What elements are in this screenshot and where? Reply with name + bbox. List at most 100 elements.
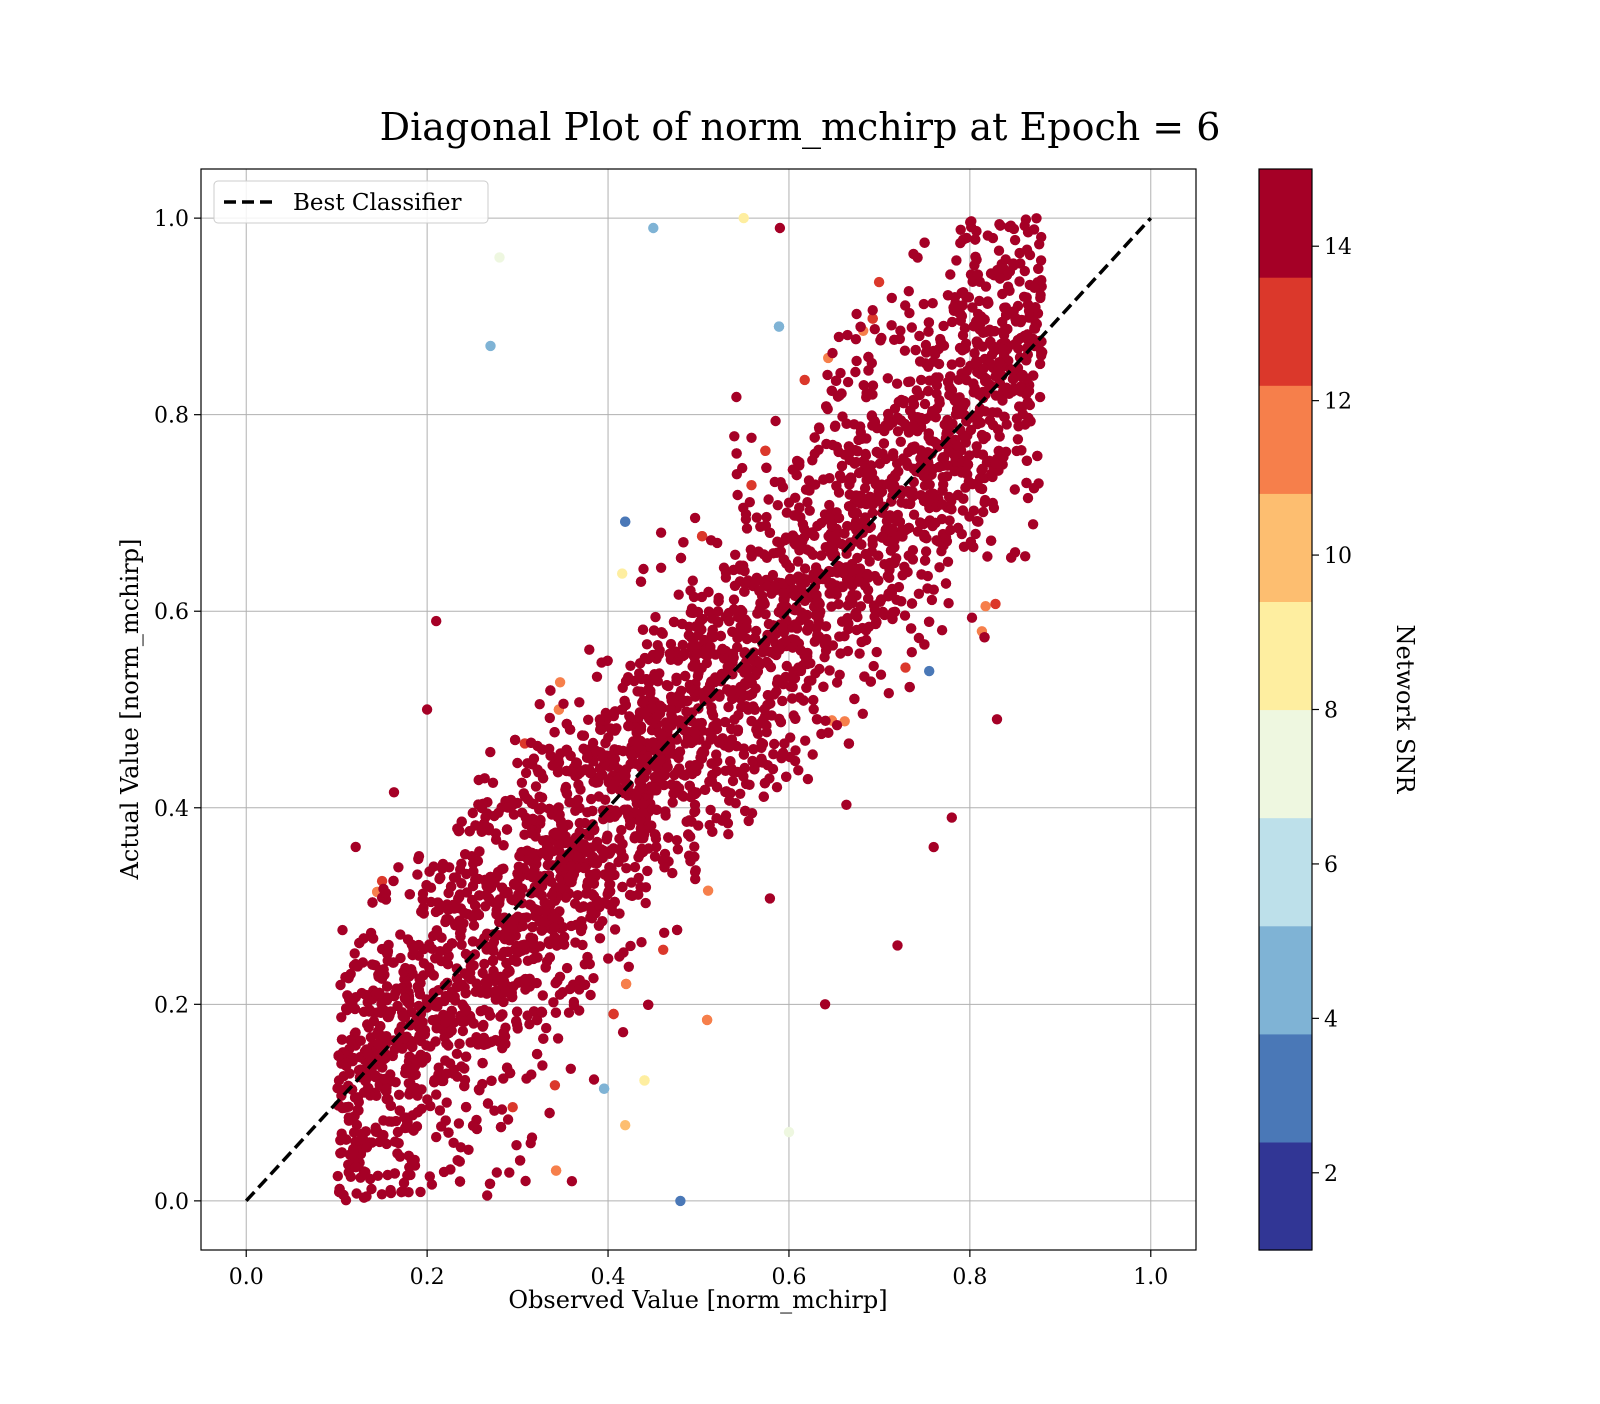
scatter-point [730, 549, 741, 560]
scatter-point [850, 366, 861, 378]
scatter-point [370, 1070, 381, 1081]
scatter-point [816, 550, 827, 561]
scatter-point [532, 952, 543, 963]
scatter-point [393, 862, 404, 873]
scatter-point [598, 1083, 610, 1094]
scatter-point [352, 961, 363, 972]
scatter-point [985, 535, 997, 546]
scatter-point [1008, 258, 1019, 269]
scatter-point [877, 606, 889, 618]
scatter-point [824, 499, 835, 511]
scatter-point [904, 307, 915, 319]
scatter-point [333, 1050, 344, 1062]
scatter-point [976, 429, 988, 441]
scatter-point [617, 682, 628, 693]
scatter-point [654, 700, 666, 711]
scatter-point [990, 598, 1001, 610]
scatter-point [873, 550, 884, 561]
scatter-point [638, 695, 649, 706]
scatter-point [934, 562, 945, 573]
scatter-point [576, 765, 588, 776]
scatter-point [863, 593, 874, 604]
scatter-point [678, 725, 690, 736]
scatter-point [869, 324, 880, 335]
scatter-point [531, 1048, 543, 1060]
scatter-point [918, 298, 929, 310]
scatter-point [424, 1171, 435, 1182]
scatter-point [395, 929, 406, 940]
scatter-point [971, 355, 982, 367]
scatter-point [512, 868, 523, 879]
scatter-point [814, 423, 825, 435]
scatter-point [433, 1062, 444, 1073]
scatter-point [822, 369, 833, 381]
scatter-point [560, 892, 572, 903]
scatter-point [868, 660, 879, 672]
scatter-point [508, 809, 520, 820]
scatter-point [896, 529, 907, 540]
scatter-point [857, 708, 868, 719]
y-tick-label: 0.4 [154, 797, 189, 822]
scatter-point [903, 286, 914, 297]
scatter-point [906, 598, 918, 609]
scatter-point [392, 1148, 403, 1159]
scatter-point [738, 749, 750, 760]
scatter-point [1036, 231, 1047, 243]
scatter-point [897, 570, 908, 581]
scatter-point [594, 933, 606, 944]
scatter-point [474, 846, 485, 857]
scatter-point [373, 971, 384, 982]
scatter-point [883, 688, 894, 699]
colorbar-block [1259, 277, 1312, 386]
x-tick-label: 0.2 [410, 1265, 445, 1290]
scatter-point [634, 668, 645, 679]
scatter-point [1036, 346, 1047, 357]
scatter-point [732, 724, 744, 735]
scatter-point [591, 671, 603, 682]
scatter-point [677, 618, 688, 630]
colorbar-tick-label: 12 [1324, 390, 1352, 415]
scatter-point [456, 816, 467, 827]
scatter-point [1009, 234, 1021, 246]
scatter-point [340, 972, 351, 983]
scatter-point [966, 612, 978, 623]
scatter-point [675, 552, 687, 564]
scatter-point [853, 467, 865, 479]
colorbar-block [1259, 817, 1312, 927]
scatter-point [452, 1155, 463, 1166]
scatter-point [937, 485, 948, 496]
scatter-point [643, 653, 654, 665]
scatter-point [779, 534, 791, 546]
scatter-point [884, 510, 896, 521]
scatter-point [648, 737, 659, 748]
scatter-point [689, 841, 700, 852]
scatter-point [703, 606, 715, 617]
scatter-point [820, 621, 832, 632]
scatter-point [854, 648, 865, 659]
scatter-point [951, 255, 962, 266]
scatter-point [816, 728, 827, 740]
scatter-point [413, 853, 424, 865]
y-tick-label: 1.0 [154, 207, 189, 232]
scatter-point [894, 516, 906, 528]
scatter-point [624, 889, 636, 901]
scatter-point [865, 676, 876, 687]
scatter-point [919, 237, 930, 248]
scatter-point [545, 876, 557, 887]
scatter-point [502, 946, 513, 957]
scatter-point [729, 431, 740, 442]
scatter-point [970, 234, 981, 245]
scatter-point [408, 943, 419, 955]
scatter-point [674, 763, 685, 774]
scatter-point [938, 320, 949, 332]
scatter-point [903, 376, 914, 388]
scatter-point [649, 771, 660, 783]
scatter-point [926, 594, 938, 606]
scatter-point [839, 716, 850, 727]
scatter-point [470, 820, 481, 831]
scatter-point [454, 891, 465, 903]
scatter-point [547, 760, 558, 771]
scatter-point [477, 1021, 488, 1032]
scatter-point [550, 978, 561, 989]
scatter-point [895, 396, 907, 408]
